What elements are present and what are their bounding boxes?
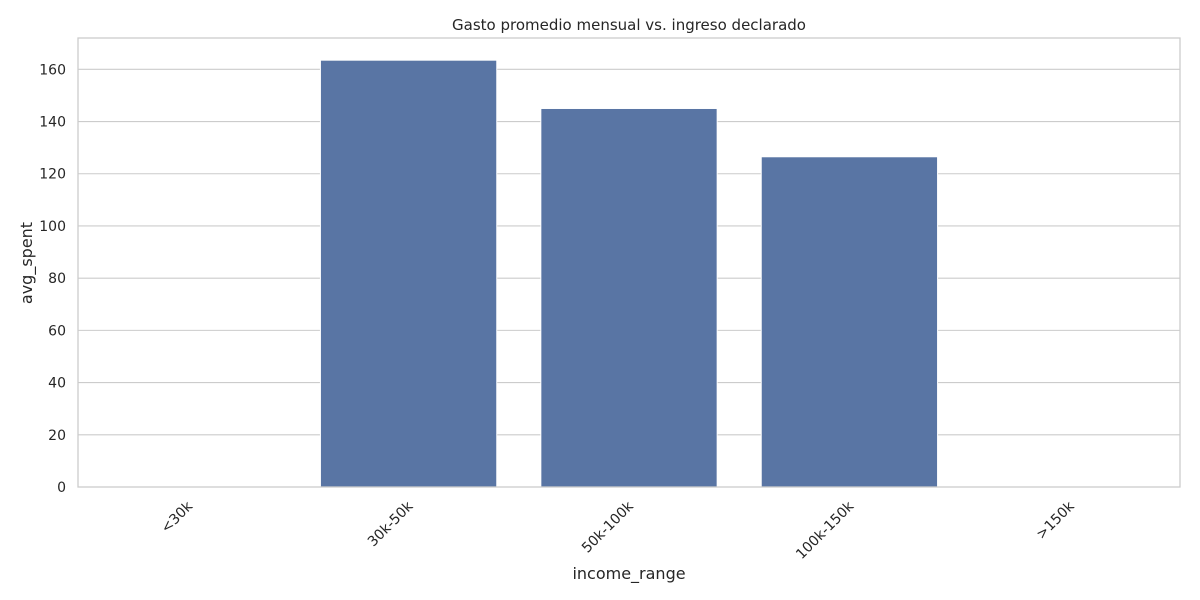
bar (760, 156, 939, 488)
plot-border (77, 37, 1181, 488)
y-tick-label: 160 (39, 62, 66, 78)
x-tick-labels: <30k 30k-50k 50k-100k 100k-150k >150k (158, 498, 1078, 563)
bar (540, 107, 718, 488)
chart-title: Gasto promedio mensual vs. ingreso decla… (452, 16, 806, 34)
plot-frame (77, 37, 1181, 488)
bar (319, 59, 498, 488)
y-tick-label: 80 (48, 271, 66, 287)
bars (319, 59, 939, 488)
x-tick-label: 30k-50k (365, 498, 417, 550)
x-tick-label: >150k (1033, 498, 1078, 543)
y-tick-label: 100 (39, 219, 66, 235)
x-axis-title: income_range (572, 564, 685, 584)
x-tick-label: 100k-150k (793, 498, 858, 563)
y-tick-labels: 0 20 40 60 80 100 120 140 160 (39, 62, 66, 496)
x-tick-label: 50k-100k (579, 498, 637, 556)
y-tick-label: 40 (48, 376, 66, 392)
y-tick-label: 20 (48, 428, 66, 444)
y-tick-label: 120 (39, 167, 66, 183)
y-tick-label: 140 (39, 115, 66, 131)
x-tick-label: <30k (158, 498, 197, 537)
y-axis-title: avg_spent (17, 222, 37, 304)
y-tick-label: 60 (48, 323, 66, 339)
y-tick-label: 0 (57, 480, 66, 496)
